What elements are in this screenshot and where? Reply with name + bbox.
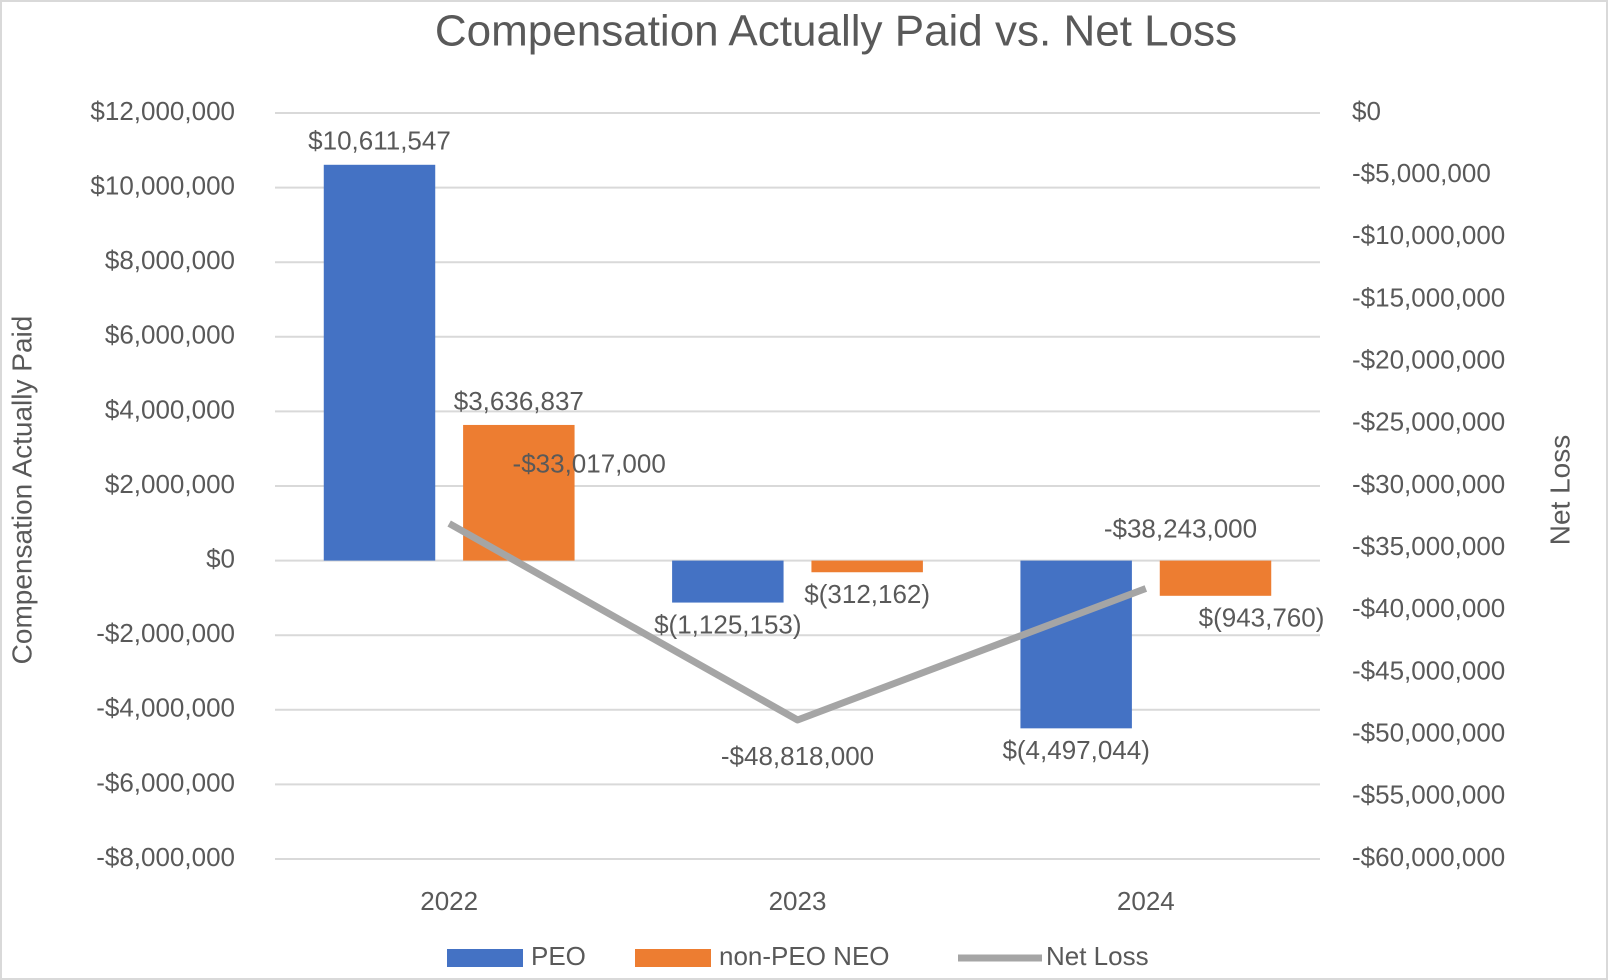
y2-tick-label: -$45,000,000 (1352, 655, 1505, 685)
x-tick-label: 2023 (769, 886, 827, 916)
bar (811, 560, 923, 573)
data-label: $(943,760) (1199, 603, 1325, 633)
data-label: -$38,243,000 (1104, 513, 1257, 543)
y2-tick-label: -$40,000,000 (1352, 593, 1505, 623)
y2-tick-label: -$50,000,000 (1352, 718, 1505, 748)
bar (323, 164, 436, 561)
y-tick-label: $8,000,000 (105, 245, 235, 275)
y-tick-label: -$8,000,000 (96, 842, 235, 872)
y-axis-title: Compensation Actually Paid (6, 316, 37, 665)
y2-tick-label: -$60,000,000 (1352, 842, 1505, 872)
bar (672, 560, 784, 603)
y-tick-label: $4,000,000 (105, 394, 235, 424)
y-tick-label: $2,000,000 (105, 469, 235, 499)
x-tick-label: 2022 (420, 886, 478, 916)
y2-tick-label: -$15,000,000 (1352, 282, 1505, 312)
y-tick-label: $0 (206, 543, 235, 573)
legend-label: Net Loss (1046, 941, 1149, 971)
line (447, 520, 1148, 724)
y2-tick-label: -$5,000,000 (1352, 158, 1491, 188)
legend-swatch (635, 949, 711, 967)
legend-label: PEO (531, 941, 586, 971)
y2-tick-label: -$25,000,000 (1352, 407, 1505, 437)
x-tick-label: 2024 (1117, 886, 1175, 916)
y2-tick-label: -$10,000,000 (1352, 220, 1505, 250)
data-label: $10,611,547 (308, 126, 451, 156)
y2-tick-label: -$20,000,000 (1352, 345, 1505, 375)
legend-label: non-PEO NEO (719, 941, 890, 971)
y2-axis-title: Net Loss (1544, 435, 1575, 546)
y2-tick-label: $0 (1352, 96, 1381, 126)
y-tick-label: $6,000,000 (105, 320, 235, 350)
data-label: $3,636,837 (454, 386, 584, 416)
y2-tick-label: -$35,000,000 (1352, 531, 1505, 561)
legend-swatch (447, 949, 523, 967)
data-label: $(1,125,153) (654, 609, 801, 639)
data-label: $(312,162) (804, 579, 930, 609)
y-tick-label: $10,000,000 (90, 170, 235, 200)
y-tick-label: -$2,000,000 (96, 618, 235, 648)
y-tick-label: $12,000,000 (90, 96, 235, 126)
chart-title: Compensation Actually Paid vs. Net Loss (435, 7, 1237, 56)
y2-tick-label: -$55,000,000 (1352, 780, 1505, 810)
data-label: -$48,818,000 (721, 741, 874, 771)
data-label: -$33,017,000 (513, 448, 666, 478)
data-label: $(4,497,044) (1002, 735, 1149, 765)
bar (1159, 560, 1272, 596)
y-tick-label: -$6,000,000 (96, 767, 235, 797)
y-tick-label: -$4,000,000 (96, 693, 235, 723)
y2-tick-label: -$30,000,000 (1352, 469, 1505, 499)
bar (1020, 560, 1132, 729)
